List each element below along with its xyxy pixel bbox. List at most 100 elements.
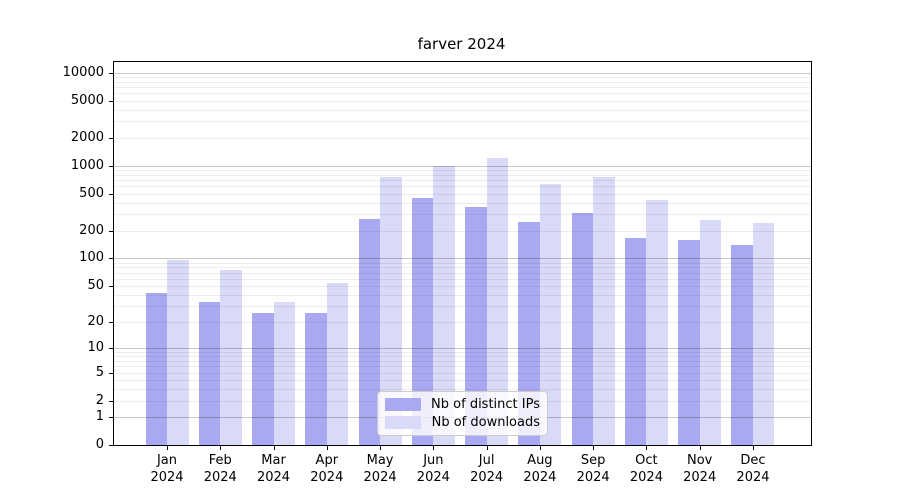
y-gridline-minor (114, 193, 811, 195)
x-tick-mark (646, 446, 648, 450)
x-tick-mark (486, 446, 488, 450)
legend-label: Nb of distinct IPs (431, 396, 540, 412)
x-tick-label: Nov 2024 (683, 453, 717, 485)
y-tick-mark (109, 286, 113, 288)
y-gridline-minor (114, 100, 811, 102)
y-gridline-minor (114, 202, 811, 204)
bar-distinct-ips (305, 313, 327, 445)
plot-area (113, 61, 812, 446)
y-tick-mark (109, 72, 113, 74)
x-tick-label: Oct 2024 (629, 453, 663, 485)
y-gridline-major (114, 72, 811, 74)
chart-title: farver 2024 (417, 35, 506, 53)
y-gridline-minor (114, 137, 811, 139)
x-tick-label: Dec 2024 (736, 453, 770, 485)
y-gridline-minor (114, 180, 811, 182)
y-tick-label: 2 (95, 392, 104, 408)
bar-downloads (273, 302, 296, 445)
y-tick-mark (109, 165, 113, 167)
x-tick-mark (273, 446, 275, 450)
bar-downloads (326, 282, 349, 445)
bar-downloads (699, 220, 722, 445)
bar-downloads (752, 223, 775, 445)
x-tick-mark (220, 446, 222, 450)
x-tick-label: Aug 2024 (523, 453, 557, 485)
bar-distinct-ips (358, 218, 381, 445)
y-tick-mark (109, 372, 113, 374)
bar-distinct-ips (145, 292, 167, 445)
x-tick-mark (326, 446, 328, 450)
x-tick-label: Apr 2024 (310, 453, 344, 485)
x-tick-label: May 2024 (363, 453, 397, 485)
bar-distinct-ips (731, 244, 753, 445)
x-tick-label: Sep 2024 (576, 453, 610, 485)
bar-downloads (380, 177, 402, 445)
y-tick-label: 5 (95, 364, 104, 380)
y-gridline-minor (114, 93, 811, 95)
bar-downloads (486, 158, 509, 445)
y-tick-mark (109, 445, 113, 446)
y-tick-label: 10000 (62, 64, 104, 80)
y-tick-mark (109, 137, 113, 139)
bar-downloads (646, 200, 668, 445)
y-tick-mark (109, 400, 113, 402)
y-gridline-minor (114, 186, 811, 188)
x-tick-mark (433, 446, 435, 450)
bar-distinct-ips (198, 302, 221, 445)
y-tick-mark (109, 193, 113, 195)
x-tick-label: Jul 2024 (470, 453, 504, 485)
y-gridline-minor (114, 169, 811, 171)
x-tick-label: Jun 2024 (416, 453, 450, 485)
y-tick-label: 20 (87, 313, 104, 329)
bar-distinct-ips (411, 197, 434, 445)
bar-downloads (593, 177, 615, 445)
y-gridline-minor (114, 214, 811, 216)
bar-distinct-ips (518, 221, 540, 445)
x-tick-mark (752, 446, 754, 450)
legend: Nb of distinct IPs Nb of downloads (377, 391, 548, 436)
y-tick-mark (109, 258, 113, 260)
x-tick-mark (167, 446, 168, 450)
y-gridline-minor (114, 121, 811, 123)
y-tick-label: 2000 (70, 129, 104, 145)
y-tick-mark (109, 348, 113, 350)
y-gridline-minor (114, 109, 811, 111)
y-tick-label: 100 (79, 250, 104, 266)
x-tick-label: Feb 2024 (203, 453, 237, 485)
bar-distinct-ips (252, 313, 274, 445)
bar-downloads (433, 166, 455, 445)
y-tick-mark (109, 230, 113, 232)
y-gridline-minor (114, 174, 811, 176)
x-tick-mark (380, 446, 382, 450)
y-tick-label: 50 (87, 278, 104, 294)
x-tick-mark (539, 446, 541, 450)
bar-distinct-ips (624, 238, 647, 445)
y-tick-label: 200 (79, 222, 104, 238)
legend-label: Nb of downloads (431, 415, 540, 431)
legend-swatch-distinct-ips (385, 397, 421, 411)
legend-swatch-downloads (385, 416, 421, 430)
x-tick-label: Jan 2024 (150, 453, 184, 485)
y-tick-mark (109, 321, 113, 323)
y-gridline-minor (114, 87, 811, 89)
y-tick-label: 1000 (70, 157, 104, 173)
bar-distinct-ips (571, 212, 594, 445)
y-gridline-minor (114, 76, 811, 78)
y-gridline-major (114, 165, 811, 167)
x-tick-label: Mar 2024 (256, 453, 291, 485)
y-tick-label: 10 (87, 340, 104, 356)
bar-distinct-ips (465, 206, 487, 445)
bar-downloads (167, 260, 189, 445)
y-tick-mark (109, 100, 113, 102)
y-tick-label: 1 (95, 408, 104, 424)
bar-downloads (539, 183, 562, 445)
y-tick-mark (109, 416, 113, 418)
y-tick-label: 0 (95, 437, 104, 452)
legend-item-distinct-ips: Nb of distinct IPs (385, 397, 540, 412)
bar-downloads (220, 269, 242, 445)
y-gridline-minor (114, 81, 811, 83)
x-tick-mark (593, 446, 595, 450)
y-tick-label: 500 (79, 185, 104, 201)
legend-item-downloads: Nb of downloads (385, 415, 540, 430)
